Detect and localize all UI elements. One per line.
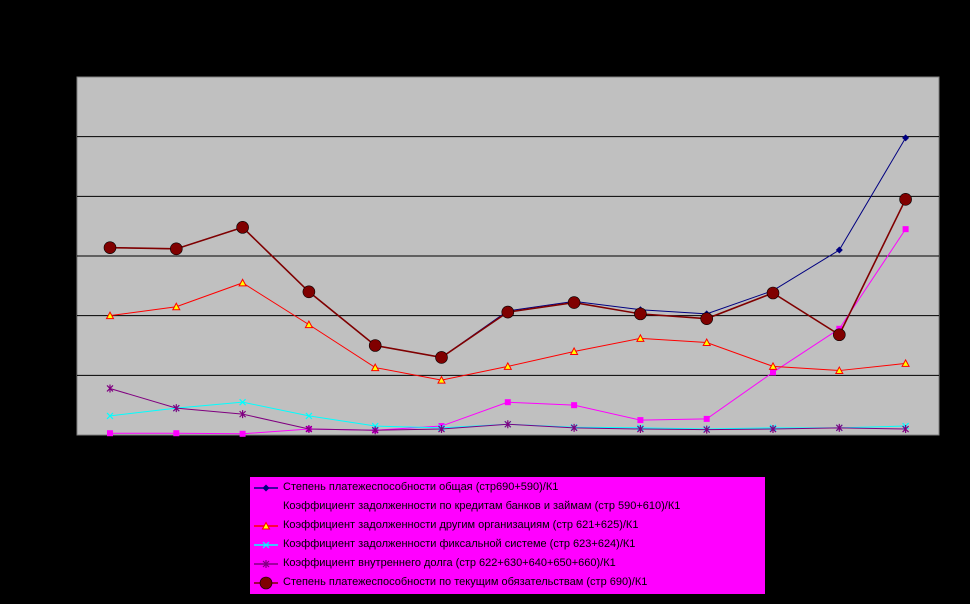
- data-point-star: [703, 425, 711, 434]
- data-point-square: [703, 415, 710, 422]
- data-point-triangle: [834, 366, 844, 375]
- data-point-circle: [899, 193, 912, 206]
- data-point-circle: [103, 241, 117, 254]
- legend-item: Коэффициент задолженности другим организ…: [250, 517, 765, 536]
- data-point-diamond: [262, 484, 270, 492]
- data-point-star: [106, 384, 114, 393]
- data-point-star: [239, 410, 247, 419]
- data-point-diamond: [835, 246, 843, 254]
- data-point-star: [262, 560, 270, 568]
- series-3: [105, 278, 910, 384]
- data-point-triangle: [370, 363, 380, 372]
- legend-swatch: [254, 541, 278, 549]
- data-point-star: [438, 425, 445, 434]
- data-point-square: [770, 369, 776, 376]
- data-point-star: [504, 420, 512, 429]
- data-point-x: [305, 412, 313, 420]
- data-point-square: [263, 504, 269, 510]
- legend-label: Коэффициент задолженности по кредитам ба…: [283, 500, 681, 512]
- legend-item: Коэффициент задолженности по кредитам ба…: [250, 498, 765, 517]
- data-point-diamond: [902, 134, 910, 142]
- data-point-circle: [567, 296, 581, 309]
- data-point-triangle: [238, 278, 247, 287]
- data-point-circle: [236, 221, 249, 234]
- data-point-triangle: [437, 375, 446, 384]
- data-point-square: [902, 226, 909, 233]
- data-point-triangle: [636, 333, 645, 342]
- legend-item: Коэффициент задолженности фиксальной сис…: [250, 536, 765, 555]
- legend-label: Степень платежеспособности общая (стр690…: [283, 481, 559, 493]
- data-point-star: [835, 423, 843, 432]
- data-point-triangle: [503, 361, 513, 370]
- data-point-triangle: [768, 361, 778, 370]
- data-point-circle: [368, 339, 382, 352]
- legend-swatch: [254, 504, 278, 510]
- legend-item: Степень платежеспособности по текущим об…: [250, 574, 765, 593]
- legend-swatch: [254, 521, 278, 530]
- data-point-star: [305, 425, 313, 434]
- data-point-square: [504, 399, 511, 406]
- data-point-triangle: [105, 311, 115, 320]
- legend-label: Коэффициент внутреннего долга (стр 622+6…: [283, 557, 616, 569]
- data-point-circle: [302, 285, 316, 299]
- data-point-x: [239, 398, 247, 406]
- legend-swatch: [254, 576, 278, 590]
- data-point-square: [107, 430, 113, 437]
- data-point-circle: [259, 576, 273, 590]
- data-point-triangle: [304, 320, 314, 329]
- legend-label: Степень платежеспособности по текущим об…: [283, 576, 648, 588]
- legend-label: Коэффициент задолженности фиксальной сис…: [283, 538, 636, 550]
- legend-swatch: [254, 560, 278, 568]
- series-6: [103, 193, 912, 364]
- legend: Степень платежеспособности общая (стр690…: [250, 477, 765, 594]
- data-point-triangle: [702, 337, 712, 347]
- series-layer: [103, 134, 912, 437]
- legend-label: Коэффициент задолженности другим организ…: [283, 519, 639, 531]
- data-point-triangle: [569, 346, 579, 355]
- legend-item: Коэффициент внутреннего долга (стр 622+6…: [250, 555, 765, 574]
- data-point-x: [262, 541, 270, 549]
- data-point-star: [902, 425, 910, 434]
- data-point-circle: [501, 305, 515, 319]
- data-point-circle: [700, 312, 714, 325]
- data-point-triangle: [261, 521, 271, 530]
- data-point-circle: [766, 286, 780, 300]
- legend-swatch: [254, 484, 278, 492]
- data-point-square: [571, 402, 578, 409]
- data-point-x: [106, 412, 114, 420]
- data-point-square: [239, 430, 246, 437]
- data-point-circle: [435, 351, 448, 364]
- data-point-circle: [170, 242, 183, 256]
- data-point-square: [637, 417, 644, 424]
- data-point-star: [570, 423, 578, 432]
- data-point-star: [769, 425, 777, 434]
- data-point-triangle: [171, 302, 181, 311]
- data-point-star: [371, 426, 379, 435]
- data-point-square: [173, 430, 180, 437]
- data-point-star: [636, 425, 644, 434]
- data-point-star: [172, 404, 180, 413]
- data-point-circle: [634, 307, 647, 321]
- data-point-triangle: [901, 358, 910, 367]
- data-point-circle: [832, 328, 846, 342]
- series-5: [106, 384, 910, 435]
- legend-item: Степень платежеспособности общая (стр690…: [250, 479, 765, 498]
